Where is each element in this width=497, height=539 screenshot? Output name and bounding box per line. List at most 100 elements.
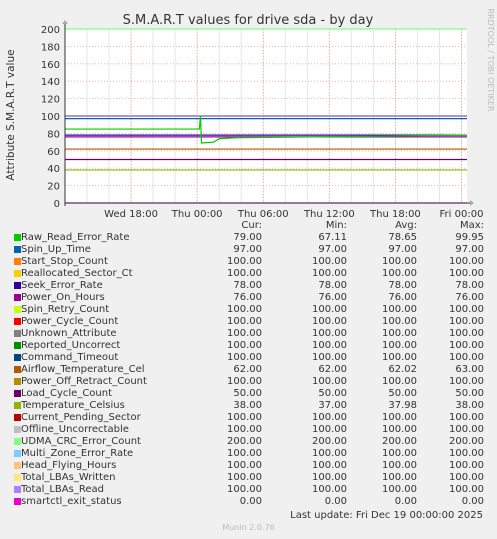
legend-series-name: Power_Cycle_Count (21, 316, 119, 327)
legend-swatch (14, 378, 21, 385)
legend-series-name: Raw_Read_Error_Rate (21, 232, 130, 243)
legend-series-name: Seek_Error_Rate (21, 280, 103, 291)
legend-row: Power_Off_Retract_Count 100.00 100.00 100.0… (14, 376, 484, 388)
legend-avg-value: 97.00 (388, 244, 417, 255)
legend-cur-value: 100.00 (227, 472, 262, 483)
y-tick-label: 200 (41, 25, 60, 36)
legend-table: Cur: Min: Avg: Max: Raw_Read_Error_Rate 7… (14, 220, 484, 508)
legend-min-value: 100.00 (312, 328, 347, 339)
legend-min-value: 0.00 (324, 496, 347, 507)
legend-row: Command_Timeout 100.00 100.00 100.00 100.00 (14, 352, 484, 364)
legend-max-value: 200.00 (449, 436, 484, 447)
legend-swatch (14, 426, 21, 433)
legend-row: Start_Stop_Count 100.00 100.00 100.00 100.00 (14, 256, 484, 268)
legend-swatch (14, 414, 21, 421)
legend-avg-value: 100.00 (382, 448, 417, 459)
legend-swatch (14, 246, 21, 253)
legend-swatch (14, 486, 21, 493)
legend-series-name: Reallocated_Sector_Ct (21, 268, 133, 279)
y-axis-arrow (62, 20, 68, 24)
legend-cur-value: 100.00 (227, 256, 262, 267)
legend-row: Multi_Zone_Error_Rate 100.00 100.00 100.00 1… (14, 448, 484, 460)
legend-swatch (14, 294, 21, 301)
legend-swatch (14, 390, 21, 397)
legend-max-value: 100.00 (449, 328, 484, 339)
y-tick-label: 140 (41, 77, 60, 88)
legend-swatch (14, 282, 21, 289)
legend-row: Power_On_Hours 76.00 76.00 76.00 76.00 (14, 292, 484, 304)
legend-avg-value: 0.00 (394, 496, 417, 507)
legend-max-value: 100.00 (449, 448, 484, 459)
legend-row: Head_Flying_Hours 100.00 100.00 100.00 100.0… (14, 460, 484, 472)
legend-series-name: Multi_Zone_Error_Rate (21, 448, 134, 459)
legend-row: Unknown_Attribute 100.00 100.00 100.00 100.0… (14, 328, 484, 340)
legend-max-value: 63.00 (455, 364, 484, 375)
legend-cur-value: 100.00 (227, 448, 262, 459)
legend-avg-value: 100.00 (382, 256, 417, 267)
legend-swatch (14, 342, 21, 349)
legend-avg-value: 100.00 (382, 352, 417, 363)
legend-avg-value: 100.00 (382, 424, 417, 435)
legend-series-name: Temperature_Celsius (21, 400, 125, 411)
y-axis-label: Attribute S.M.A.R.T value (5, 49, 17, 180)
legend-avg-value: 78.65 (388, 232, 417, 243)
legend-avg-value: 62.02 (388, 364, 417, 375)
legend-min-value: 100.00 (312, 448, 347, 459)
legend-row: Current_Pending_Sector 100.00 100.00 100.00… (14, 412, 484, 424)
smart-chart: S.M.A.R.T values for drive sda - by day … (5, 8, 495, 220)
series-line-raw-read-error-rate (65, 115, 468, 144)
legend-cur-value: 38.00 (233, 400, 262, 411)
legend-max-value: 100.00 (449, 340, 484, 351)
legend-row: Seek_Error_Rate 78.00 78.00 78.00 78.00 (14, 280, 484, 292)
legend-row: Temperature_Celsius 38.00 37.00 37.98 38.00 (14, 400, 484, 412)
legend-series-name: Unknown_Attribute (21, 328, 117, 339)
legend-cur-value: 78.00 (233, 280, 262, 291)
legend-min-value: 200.00 (312, 436, 347, 447)
y-tick-label: 0 (54, 199, 60, 210)
legend-max-value: 50.00 (455, 388, 484, 399)
legend-row: Offline_Uncorrectable 100.00 100.00 100.00 1… (14, 424, 484, 436)
last-update: Last update: Fri Dec 19 00:00:00 2025 (290, 510, 483, 521)
legend-series-name: Load_Cycle_Count (21, 388, 113, 399)
legend-min-value: 100.00 (312, 340, 347, 351)
legend-min-value: 100.00 (312, 316, 347, 327)
y-tick-label: 100 (41, 112, 60, 123)
legend-avg-value: 50.00 (388, 388, 417, 399)
legend-swatch (14, 366, 21, 373)
legend-row: Spin_Up_Time 97.00 97.00 97.00 97.00 (14, 244, 484, 256)
legend-row: Total_LBAs_Written 100.00 100.00 100.00 100.… (14, 472, 484, 484)
legend-series-name: Airflow_Temperature_Cel (21, 364, 145, 375)
x-tick-label: Thu 06:00 (237, 209, 289, 220)
legend-avg-value: 100.00 (382, 340, 417, 351)
legend-row: Raw_Read_Error_Rate 79.00 67.11 78.65 99.95 (14, 232, 484, 244)
legend-cur-value: 76.00 (233, 292, 262, 303)
legend-min-value: 100.00 (312, 376, 347, 387)
legend-swatch (14, 354, 21, 361)
legend-swatch (14, 306, 21, 313)
legend-swatch (14, 402, 21, 409)
col-max-header: Max: (459, 220, 484, 231)
legend-max-value: 100.00 (449, 412, 484, 423)
legend-series-name: Head_Flying_Hours (21, 460, 117, 471)
legend-cur-value: 50.00 (233, 388, 262, 399)
legend-avg-value: 100.00 (382, 376, 417, 387)
legend-avg-value: 100.00 (382, 484, 417, 495)
legend-max-value: 100.00 (449, 304, 484, 315)
legend-row: Total_LBAs_Read 100.00 100.00 100.00 100.00 (14, 484, 484, 496)
legend-min-value: 62.00 (318, 364, 347, 375)
legend-avg-value: 100.00 (382, 268, 417, 279)
legend-min-value: 50.00 (318, 388, 347, 399)
legend-min-value: 100.00 (312, 472, 347, 483)
legend-swatch (14, 318, 21, 325)
legend-min-value: 100.00 (312, 484, 347, 495)
y-tick-label: 80 (47, 129, 60, 140)
legend-swatch (14, 450, 21, 457)
legend-max-value: 100.00 (449, 268, 484, 279)
x-tick-label: Thu 18:00 (369, 209, 421, 220)
legend-rows: Raw_Read_Error_Rate 79.00 67.11 78.65 99.95 S… (14, 232, 484, 508)
y-tick-label: 180 (41, 42, 60, 53)
legend-cur-value: 100.00 (227, 460, 262, 471)
legend-avg-value: 100.00 (382, 304, 417, 315)
legend-max-value: 100.00 (449, 256, 484, 267)
legend-avg-value: 100.00 (382, 316, 417, 327)
